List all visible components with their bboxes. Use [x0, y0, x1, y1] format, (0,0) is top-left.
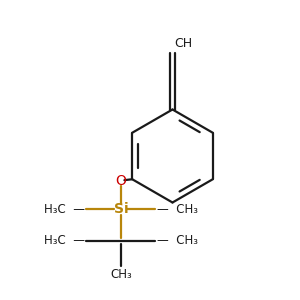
Text: H₃C  —: H₃C — — [44, 234, 85, 247]
Text: O: O — [116, 174, 126, 188]
Text: CH: CH — [174, 37, 192, 50]
Text: —  CH₃: — CH₃ — [157, 203, 198, 216]
Text: CH₃: CH₃ — [110, 268, 132, 281]
Text: —  CH₃: — CH₃ — [157, 234, 198, 247]
Text: Si: Si — [113, 202, 128, 216]
Text: H₃C  —: H₃C — — [44, 203, 85, 216]
